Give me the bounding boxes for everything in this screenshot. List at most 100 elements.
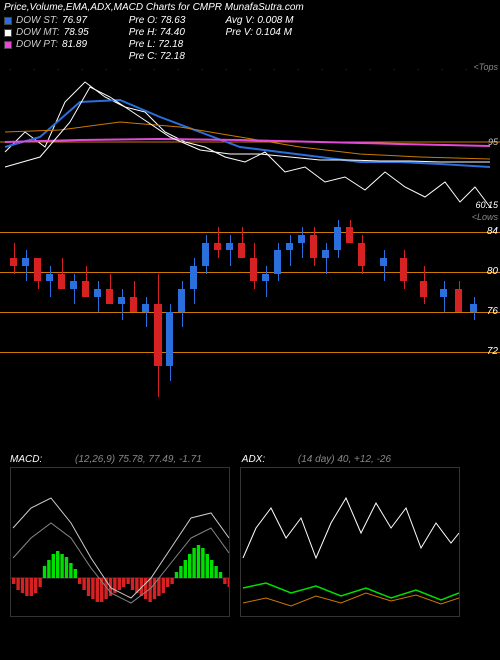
grid-line <box>0 352 500 353</box>
candle-body <box>106 289 113 304</box>
legend-dow-pt: DOW PT: 81.89 <box>4 39 89 50</box>
candle-body <box>58 274 65 289</box>
svg-text:·: · <box>319 65 326 74</box>
svg-text:·: · <box>343 65 350 74</box>
svg-text:·: · <box>247 65 254 74</box>
grid-label: 84 <box>487 226 498 237</box>
adx-label: ADX: <box>242 454 265 465</box>
legend-label: DOW PT: <box>16 39 58 50</box>
macd-label: MACD: <box>10 454 42 465</box>
grid-line <box>0 312 500 313</box>
svg-text:·: · <box>415 65 422 74</box>
grid-line <box>0 232 500 233</box>
candle-body <box>420 281 427 296</box>
candle-body <box>190 266 197 289</box>
bottom-charts-row <box>0 467 500 617</box>
candle-body <box>455 289 462 312</box>
svg-text:·: · <box>271 65 278 74</box>
candle-body <box>130 297 137 312</box>
candle-wick <box>302 227 303 258</box>
legend-value: 76.97 <box>62 15 87 26</box>
candle-body <box>70 281 77 289</box>
svg-text:·: · <box>175 65 182 74</box>
svg-text:·: · <box>79 65 86 74</box>
pre-stats-left: Pre O: 78.63Pre H: 74.40Pre L: 72.18Pre … <box>129 15 186 62</box>
grid-label: 80 <box>487 266 498 277</box>
candle-body <box>238 243 245 258</box>
macd-values: (12,26,9) 75.78, 77.49, -1.71 <box>75 454 202 465</box>
stat-row: Pre O: 78.63 <box>129 15 186 26</box>
macd-chart <box>10 467 230 617</box>
stat-row: Pre H: 74.40 <box>129 27 186 38</box>
svg-text:·: · <box>295 65 302 74</box>
candle-body <box>118 297 125 305</box>
legend-column: DOW ST: 76.97 DOW MT: 78.95 DOW PT: 81.8… <box>4 15 89 62</box>
legend-label: DOW MT: <box>16 27 60 38</box>
indicator-header-row: MACD: (12,26,9) 75.78, 77.49, -1.71 ADX:… <box>0 452 500 467</box>
candle-wick <box>50 266 51 297</box>
legend-label: DOW ST: <box>16 15 58 26</box>
candle-body <box>226 243 233 251</box>
candle-body <box>166 312 173 366</box>
candle-body <box>262 274 269 282</box>
svg-text:·: · <box>103 65 110 74</box>
svg-text:·: · <box>367 65 374 74</box>
grid-label: 76 <box>487 306 498 317</box>
candle-body <box>94 289 101 297</box>
candle-body <box>154 304 162 366</box>
adx-values: (14 day) 40, +12, -26 <box>298 454 391 465</box>
header-row: DOW ST: 76.97 DOW MT: 78.95 DOW PT: 81.8… <box>0 15 500 62</box>
candle-wick <box>122 289 123 320</box>
svg-text:·: · <box>199 65 206 74</box>
candle-wick <box>26 250 27 281</box>
candle-body <box>178 289 185 312</box>
legend-dow-mt: DOW MT: 78.95 <box>4 27 89 38</box>
macd-svg <box>10 467 230 617</box>
page-title: Price,Volume,EMA,ADX,MACD Charts for CMP… <box>0 0 500 15</box>
legend-value: 78.95 <box>64 27 89 38</box>
candle-body <box>10 258 17 266</box>
svg-text:·: · <box>55 65 62 74</box>
candle-wick <box>74 274 75 305</box>
adx-header: ADX: (14 day) 40, +12, -26 <box>242 454 391 465</box>
candle-body <box>358 243 365 266</box>
candle-body <box>202 243 209 266</box>
svg-text:·: · <box>151 65 158 74</box>
candle-body <box>250 258 257 281</box>
candle-body <box>470 304 477 312</box>
grid-label: 72 <box>487 346 498 357</box>
candle-body <box>346 227 353 242</box>
candle-body <box>46 274 53 282</box>
candle-body <box>310 235 317 258</box>
upper-corner-label: <Tops <box>474 62 498 72</box>
legend-dow-st: DOW ST: 76.97 <box>4 15 89 26</box>
candle-panel: <Lows 84 80 76 72 <box>0 212 500 412</box>
candle-body <box>298 235 305 243</box>
candle-body <box>440 289 447 297</box>
upper-ema-panel: ···················· 95 60.15 <Tops <box>0 62 500 212</box>
svg-text:·: · <box>391 65 398 74</box>
candle-wick <box>266 266 267 297</box>
upper-ygrid-label: 95 <box>488 137 498 147</box>
upper-last-price: 60.15 <box>475 200 498 210</box>
candle-body <box>214 243 221 251</box>
legend-swatch <box>4 41 12 49</box>
stat-row: Pre C: 72.18 <box>129 51 186 62</box>
stat-row: Pre V: 0.104 M <box>225 27 293 38</box>
candle-wick <box>326 243 327 274</box>
candle-body <box>142 304 149 312</box>
legend-swatch <box>4 29 12 37</box>
legend-swatch <box>4 17 12 25</box>
candle-corner-label: <Lows <box>472 212 498 222</box>
svg-text:·: · <box>223 65 230 74</box>
candle-body <box>22 258 29 266</box>
stat-row: Pre L: 72.18 <box>129 39 186 50</box>
candle-body <box>334 227 341 250</box>
candle-body <box>82 281 89 296</box>
pre-stats-right: Avg V: 0.008 MPre V: 0.104 M <box>225 15 293 62</box>
candle-body <box>380 258 387 266</box>
upper-chart-svg: ···················· <box>0 62 500 212</box>
svg-text:·: · <box>439 65 446 74</box>
spacer <box>0 412 500 452</box>
adx-svg <box>240 467 460 617</box>
